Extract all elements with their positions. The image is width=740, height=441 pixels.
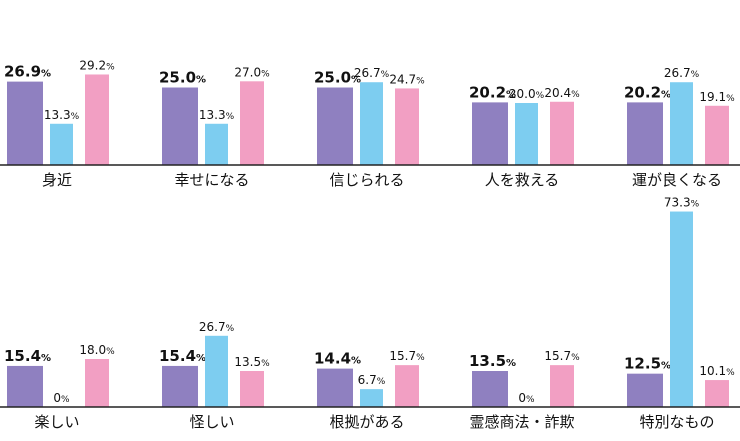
- value-label: 20.2%: [624, 83, 671, 101]
- value-label: 29.2%: [79, 58, 115, 72]
- value-label: 6.7%: [358, 373, 386, 387]
- bar: [472, 102, 508, 165]
- value-label: 0%: [53, 391, 70, 405]
- value-label: 20.2%: [469, 83, 516, 101]
- x-tick-label: 根拠がある: [329, 413, 404, 431]
- bar: [395, 365, 419, 407]
- x-tick-label: 運が良くなる: [632, 171, 722, 189]
- x-tick-label: 特別なもの: [639, 413, 714, 431]
- x-tick-label: 楽しい: [34, 413, 79, 431]
- bar: [85, 74, 109, 165]
- value-label: 15.4%: [159, 347, 206, 365]
- bar: [7, 365, 43, 407]
- bar: [7, 81, 43, 165]
- x-tick-label: 幸せになる: [174, 171, 249, 189]
- value-label: 25.0%: [159, 69, 206, 87]
- value-label: 0%: [518, 391, 535, 405]
- value-label: 25.0%: [314, 69, 361, 87]
- x-tick-label: 怪しい: [189, 413, 234, 431]
- value-label: 13.3%: [44, 108, 80, 122]
- value-label: 26.7%: [354, 66, 390, 80]
- x-tick-label: 信じられる: [329, 171, 404, 189]
- bar: [205, 123, 228, 165]
- bar: [317, 368, 353, 407]
- bar: [317, 87, 353, 165]
- bar: [360, 389, 383, 407]
- value-label: 14.4%: [314, 350, 361, 368]
- value-label: 27.0%: [234, 65, 270, 79]
- bar: [240, 81, 264, 165]
- value-label: 13.3%: [199, 108, 235, 122]
- bar: [162, 365, 198, 407]
- value-label: 13.5%: [234, 355, 270, 369]
- value-label: 20.4%: [544, 86, 580, 100]
- value-label: 15.7%: [389, 349, 425, 363]
- value-label: 15.4%: [4, 347, 51, 365]
- bar: [627, 373, 663, 407]
- bar: [705, 105, 729, 165]
- value-label: 24.7%: [389, 72, 425, 86]
- bar: [50, 123, 73, 165]
- x-tick-label: 霊感商法・詐欺: [469, 413, 574, 431]
- bar: [670, 82, 693, 165]
- bar: [395, 88, 419, 165]
- value-label: 73.3%: [664, 196, 700, 210]
- bar: [515, 103, 538, 165]
- value-label: 26.7%: [664, 66, 700, 80]
- x-tick-label: 身近: [42, 171, 72, 189]
- bar: [627, 102, 663, 165]
- bar: [360, 82, 383, 165]
- value-label: 13.5%: [469, 352, 516, 370]
- value-label: 20.0%: [509, 87, 545, 101]
- value-label: 12.5%: [624, 355, 671, 373]
- value-label: 10.1%: [699, 364, 735, 378]
- x-tick-label: 人を救える: [485, 171, 560, 189]
- value-label: 15.7%: [544, 349, 580, 363]
- value-label: 26.9%: [4, 63, 51, 81]
- value-label: 18.0%: [79, 343, 115, 357]
- value-label: 26.7%: [199, 320, 235, 334]
- bar: [205, 335, 228, 407]
- bar: [240, 371, 264, 407]
- bar: [550, 101, 574, 165]
- bar: [162, 87, 198, 165]
- bar: [670, 211, 693, 407]
- bar: [472, 371, 508, 407]
- bar: [550, 365, 574, 407]
- value-label: 19.1%: [699, 90, 735, 104]
- bar: [705, 380, 729, 407]
- bar: [85, 359, 109, 407]
